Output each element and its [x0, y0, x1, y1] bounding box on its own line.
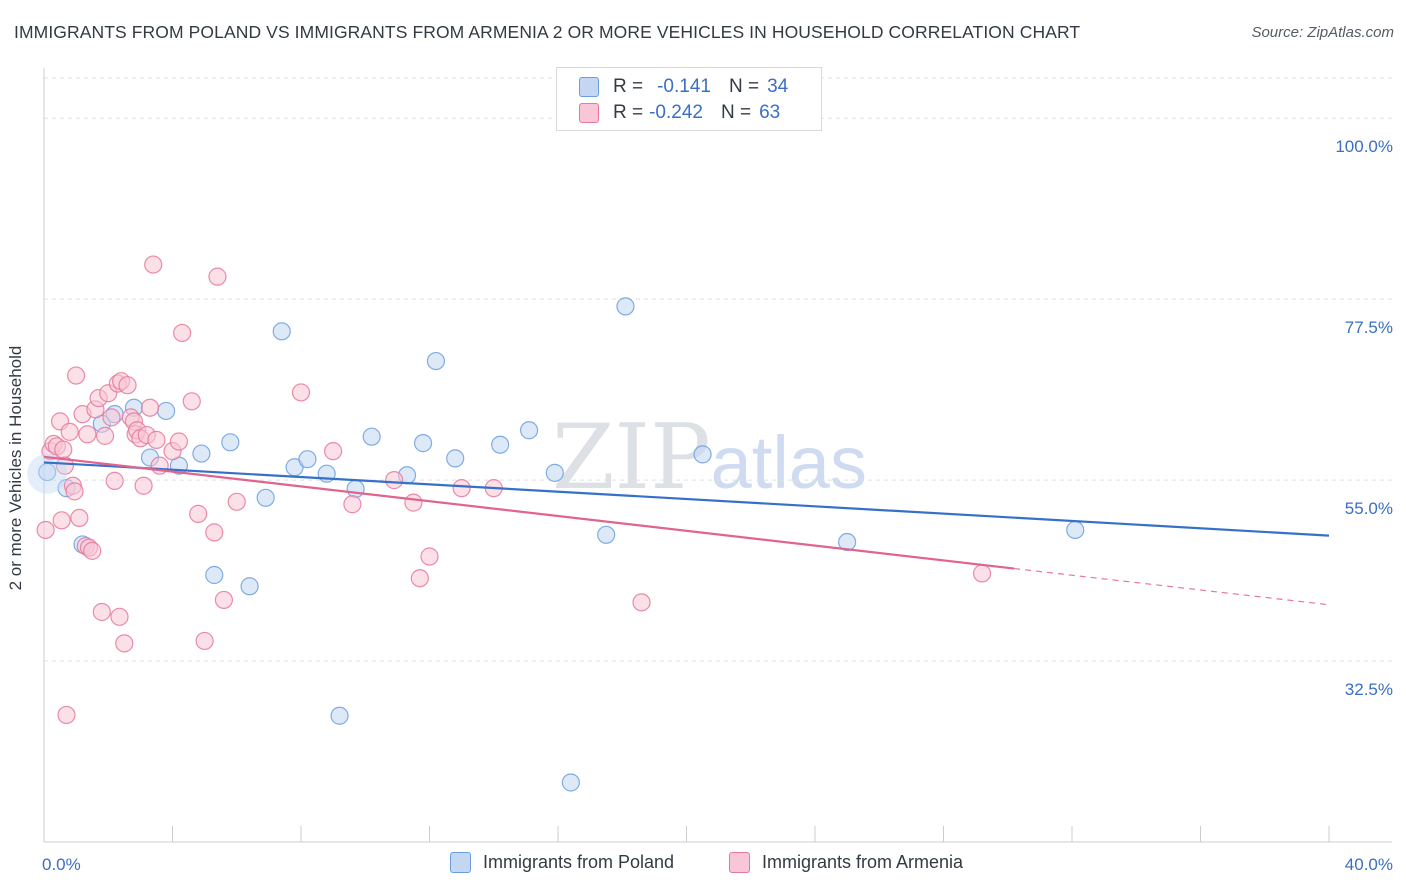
armenia-point [60, 422, 79, 441]
y-tick-label: 55.0% [1345, 499, 1393, 518]
armenia-point [404, 493, 423, 512]
legend-n-value: 34 [767, 76, 789, 97]
poland-point [446, 449, 465, 468]
armenia-point [205, 523, 224, 542]
legend-n-label: N = [728, 76, 760, 97]
armenia-point [147, 430, 166, 449]
armenia-point [78, 425, 97, 444]
poland-point [330, 706, 349, 725]
armenia-point [195, 631, 214, 651]
armenia-point [410, 569, 429, 588]
armenia-point [55, 456, 74, 475]
poland-point [519, 421, 539, 440]
legend-r-label: R = [613, 102, 644, 123]
legend-row-armenia: R = -0.242 N = 63 [579, 101, 780, 125]
y-tick-label: 32.5% [1345, 680, 1393, 699]
armenia-point [92, 602, 111, 622]
legend-r-value: -0.141 [657, 76, 711, 97]
poland-point [221, 433, 240, 452]
legend-r-label: R = [613, 76, 644, 97]
poland-point [346, 479, 365, 499]
armenia-point [65, 482, 84, 501]
correlation-legend: R = -0.141 N = 34 R = -0.242 N = 63 [556, 67, 822, 131]
poland-point [491, 435, 510, 454]
armenia-point [102, 408, 121, 427]
x-tick-label: 40.0% [1345, 855, 1393, 874]
legend-swatch-armenia [729, 852, 750, 873]
poland-point [298, 450, 317, 469]
armenia-point [227, 492, 246, 511]
armenia-point [52, 511, 71, 530]
poland-point [838, 532, 857, 552]
armenia-point [140, 398, 160, 417]
poland-point [413, 434, 433, 453]
armenia-point [70, 508, 89, 528]
armenia-point [214, 590, 233, 610]
poland-point [426, 351, 446, 371]
armenia-trend-extension [1014, 567, 1330, 606]
armenia-point [632, 593, 651, 612]
armenia-point [182, 392, 201, 411]
armenia-point [173, 323, 192, 343]
armenia-trend-line [43, 455, 1015, 570]
armenia-point [67, 366, 86, 385]
poland-trend-line [43, 461, 1330, 537]
armenia-point [343, 495, 362, 514]
poland-point [156, 401, 176, 421]
poland-point [192, 444, 211, 463]
legend-item-armenia: Immigrants from Armenia [729, 852, 963, 873]
poland-point [693, 445, 712, 464]
x-tick-label: 0.0% [42, 855, 81, 874]
armenia-point [385, 471, 404, 490]
armenia-point [208, 267, 227, 286]
legend-label-poland: Immigrants from Poland [483, 852, 675, 872]
armenia-point [420, 547, 439, 566]
watermark-atlas: atlas [710, 421, 867, 504]
legend-row-poland: R = -0.141 N = 34 [579, 75, 788, 99]
legend-label-armenia: Immigrants from Armenia [762, 852, 964, 872]
poland-point [561, 773, 580, 792]
series-legend: Immigrants from Poland Immigrants from A… [0, 852, 1406, 878]
armenia-point [118, 376, 137, 395]
armenia-point [54, 440, 73, 459]
armenia-point [134, 476, 153, 495]
poland-point [616, 297, 635, 316]
armenia-point [972, 564, 992, 583]
legend-n-label: N = [720, 102, 752, 123]
y-tick-label: 100.0% [1335, 137, 1393, 156]
armenia-point [189, 504, 208, 523]
poland-point [362, 427, 381, 446]
poland-point [256, 488, 275, 507]
poland-point [545, 463, 564, 482]
armenia-point [324, 442, 343, 461]
armenia-point [144, 255, 163, 274]
legend-swatch-armenia [579, 103, 599, 123]
poland-point [597, 525, 616, 544]
armenia-point [452, 479, 471, 498]
y-tick-label: 77.5% [1345, 318, 1393, 337]
armenia-point [110, 607, 129, 626]
armenia-point [83, 541, 102, 560]
armenia-point [57, 705, 76, 725]
source-label: Source: ZipAtlas.com [1251, 24, 1394, 41]
armenia-point [169, 432, 189, 451]
poland-point [1066, 520, 1085, 540]
legend-swatch-poland [579, 77, 599, 97]
chart-title: IMMIGRANTS FROM POLAND VS IMMIGRANTS FRO… [14, 22, 1081, 42]
legend-swatch-poland [450, 852, 471, 873]
armenia-point [36, 520, 55, 540]
armenia-point [291, 383, 311, 402]
legend-n-value: 63 [759, 102, 781, 123]
armenia-point [95, 426, 115, 445]
poland-point [205, 565, 224, 585]
legend-r-value: -0.242 [649, 102, 703, 123]
armenia-point [105, 471, 124, 491]
armenia-point [115, 634, 134, 653]
poland-point [272, 322, 291, 341]
poland-point [240, 577, 259, 596]
legend-item-poland: Immigrants from Poland [450, 852, 674, 873]
